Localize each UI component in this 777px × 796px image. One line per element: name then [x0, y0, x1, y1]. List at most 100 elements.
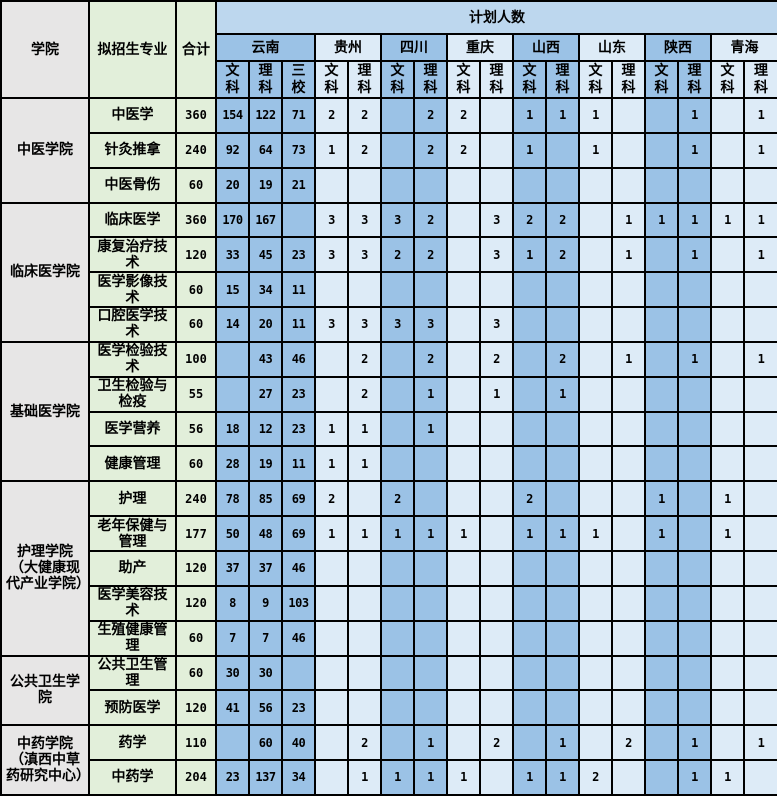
subject-label: 理科	[687, 62, 702, 96]
quota-cell	[710, 445, 745, 483]
major-total: 60	[175, 306, 217, 343]
quota-cell	[611, 97, 646, 134]
quota-cell: 1	[545, 515, 580, 552]
quota-cell	[611, 549, 646, 587]
subject-label: 文科	[225, 62, 240, 96]
subject-header: 理科	[742, 60, 777, 99]
table-row: 医学美容技术 120 8 9 103	[1, 584, 777, 622]
quota-cell: 1	[742, 131, 777, 169]
quota-cell: 2	[380, 236, 415, 274]
quota-cell: 20	[248, 306, 283, 343]
quota-cell	[578, 584, 613, 622]
major-total: 110	[175, 724, 217, 762]
quota-cell: 1	[677, 236, 712, 274]
quota-cell: 1	[677, 97, 712, 134]
quota-cell	[611, 166, 646, 204]
quota-cell: 1	[512, 515, 547, 552]
quota-cell: 2	[413, 340, 448, 378]
major-name: 针灸推拿	[88, 131, 177, 169]
quota-cell: 1	[742, 340, 777, 378]
quota-cell	[413, 271, 448, 309]
quota-cell: 167	[248, 201, 283, 239]
quota-cell: 1	[413, 724, 448, 762]
quota-cell	[710, 410, 745, 448]
quota-cell: 1	[413, 410, 448, 448]
quota-cell	[545, 410, 580, 448]
quota-cell	[479, 445, 514, 483]
quota-cell	[742, 271, 777, 309]
quota-cell	[446, 654, 481, 692]
quota-cell	[742, 515, 777, 552]
quota-cell	[578, 375, 613, 413]
header-college: 学院	[0, 0, 90, 99]
quota-cell	[479, 131, 514, 169]
subject-header: 文科	[578, 60, 613, 99]
quota-cell: 1	[413, 515, 448, 552]
quota-cell	[512, 549, 547, 587]
quota-cell	[644, 654, 679, 692]
quota-cell: 7	[248, 619, 283, 657]
quota-cell: 3	[347, 201, 382, 239]
quota-cell	[710, 271, 745, 309]
quota-cell: 154	[215, 97, 250, 134]
subject-label: 文科	[456, 62, 471, 96]
major-total: 240	[175, 131, 217, 169]
quota-cell	[512, 689, 547, 727]
quota-cell: 8	[215, 584, 250, 622]
table-row: 公共卫生学院 公共卫生管理 60 30 30	[0, 654, 777, 727]
major-total: 56	[175, 410, 217, 448]
quota-cell	[512, 306, 547, 343]
quota-cell	[314, 759, 349, 796]
quota-cell	[644, 131, 679, 169]
quota-cell: 1	[710, 201, 745, 239]
quota-cell: 27	[248, 375, 283, 413]
province-header: 山东	[578, 33, 646, 62]
quota-cell	[644, 689, 679, 727]
quota-cell: 1	[677, 340, 712, 378]
quota-cell	[578, 549, 613, 587]
table-row: 助产 120 37 37 46	[1, 549, 777, 587]
quota-cell	[446, 306, 481, 343]
quota-cell	[446, 375, 481, 413]
quota-cell	[446, 549, 481, 587]
table-row: 中医骨伤 60 20 19 21	[1, 166, 777, 204]
college-name: 公共卫生学院	[0, 654, 90, 727]
quota-cell: 19	[248, 445, 283, 483]
quota-cell: 1	[677, 759, 712, 796]
quota-cell	[611, 759, 646, 796]
quota-cell: 46	[281, 619, 316, 657]
quota-cell: 3	[347, 236, 382, 274]
quota-cell	[677, 584, 712, 622]
quota-cell	[644, 584, 679, 622]
quota-cell: 1	[742, 97, 777, 134]
quota-cell: 1	[347, 759, 382, 796]
quota-cell: 2	[479, 724, 514, 762]
quota-cell: 46	[281, 340, 316, 378]
quota-cell: 33	[215, 236, 250, 274]
quota-cell: 1	[380, 515, 415, 552]
quota-cell	[215, 340, 250, 378]
quota-cell	[512, 271, 547, 309]
quota-cell	[578, 236, 613, 274]
subject-label: 文科	[522, 62, 537, 96]
major-name: 老年保健与管理	[88, 515, 177, 552]
quota-cell: 1	[644, 515, 679, 552]
quota-cell: 64	[248, 131, 283, 169]
quota-cell	[644, 410, 679, 448]
subject-header: 文科	[710, 60, 745, 99]
quota-cell: 1	[710, 759, 745, 796]
quota-cell: 3	[479, 306, 514, 343]
quota-cell: 122	[248, 97, 283, 134]
quota-cell	[479, 515, 514, 552]
quota-cell: 2	[413, 201, 448, 239]
quota-cell	[314, 619, 349, 657]
subject-header: 理科	[347, 60, 382, 99]
quota-cell	[611, 375, 646, 413]
subject-label: 理科	[621, 62, 636, 96]
quota-cell: 1	[742, 724, 777, 762]
quota-cell	[314, 271, 349, 309]
quota-cell: 1	[479, 375, 514, 413]
quota-cell: 2	[446, 97, 481, 134]
quota-cell: 18	[215, 410, 250, 448]
subject-header: 理科	[413, 60, 448, 99]
